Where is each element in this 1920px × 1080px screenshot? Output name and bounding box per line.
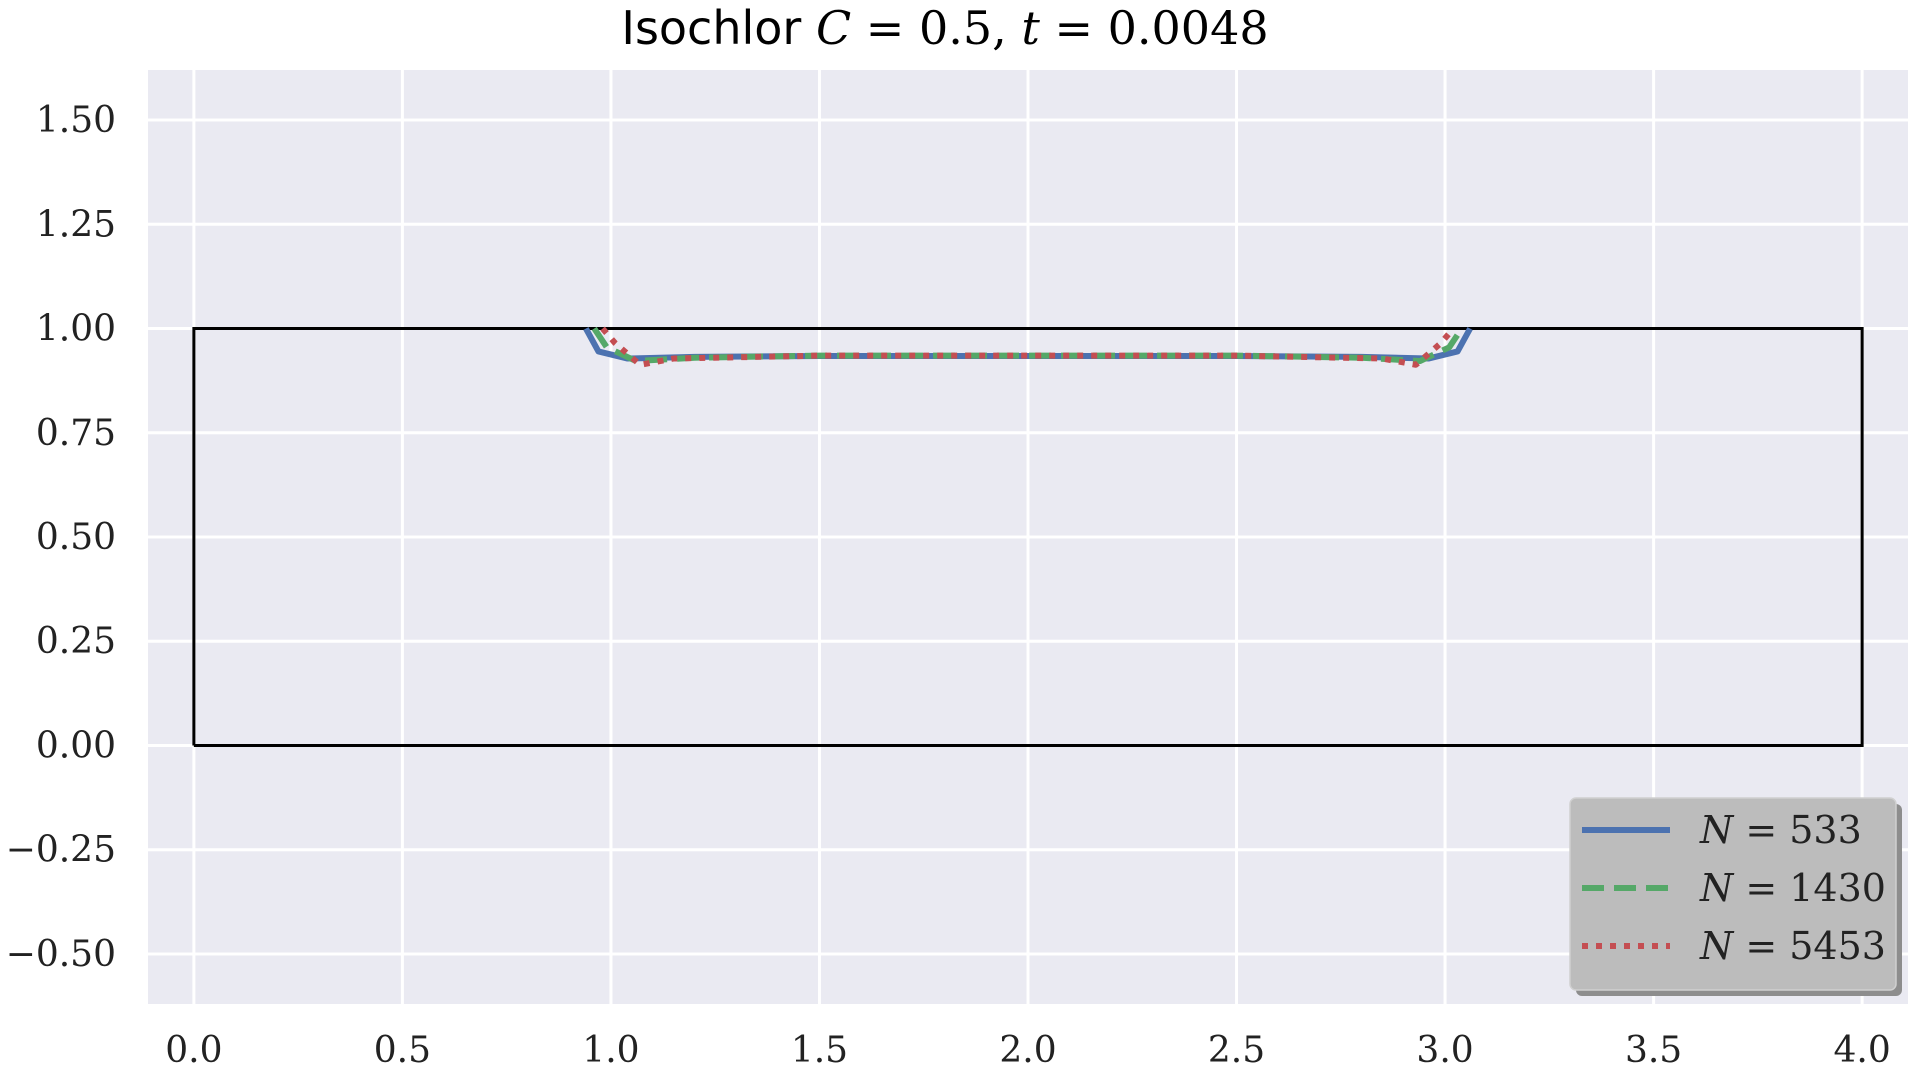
x-tick-labels: 0.0 0.5 1.0 1.5 2.0 2.5 3.0 3.5 4.0	[165, 1030, 1891, 1071]
y-tick-label: −0.25	[6, 830, 116, 871]
y-tick-label: 1.50	[36, 100, 116, 141]
y-tick-label: 0.00	[36, 725, 116, 766]
legend-label-1: N = 533	[1699, 808, 1862, 852]
y-tick-label: 1.25	[36, 204, 116, 245]
legend-frame	[1569, 797, 1897, 991]
y-tick-labels: 1.50 1.25 1.00 0.75 0.50 0.25 0.00 −0.25 −0.50	[6, 100, 116, 975]
legend-var: N	[1699, 808, 1735, 852]
x-tick-label: 1.0	[582, 1030, 639, 1071]
domain-box	[192, 327, 1864, 747]
x-tick-label: 0.5	[374, 1030, 431, 1071]
legend-var: N	[1699, 866, 1735, 910]
legend-label-3: N = 5453	[1699, 924, 1886, 968]
x-tick-label: 2.0	[999, 1030, 1056, 1071]
legend-eq: = 533	[1733, 808, 1862, 852]
title-var-t: t	[1021, 1, 1040, 55]
x-tick-label: 4.0	[1833, 1030, 1890, 1071]
title-eq-t: = 0.0048	[1040, 1, 1269, 55]
x-tick-label: 3.5	[1625, 1030, 1682, 1071]
x-tick-label: 1.5	[791, 1030, 848, 1071]
y-tick-label: −0.50	[6, 934, 116, 975]
title-var-c: C	[816, 1, 851, 55]
x-tick-label: 0.0	[165, 1030, 222, 1071]
legend-eq: = 5453	[1733, 924, 1886, 968]
x-tick-label: 3.0	[1416, 1030, 1473, 1071]
grid	[148, 70, 1908, 1004]
series-line-3	[600, 326, 1456, 368]
series-line-1	[583, 327, 1473, 362]
title-prefix: Isochlor	[621, 1, 816, 55]
legend-var: N	[1699, 924, 1735, 968]
y-tick-label: 1.00	[36, 309, 116, 350]
title-eq-c: = 0.5,	[851, 1, 1021, 55]
domain-box-layer	[192, 327, 1864, 747]
x-tick-label: 2.5	[1208, 1030, 1265, 1071]
series-layer	[583, 326, 1473, 368]
legend-label-2: N = 1430	[1699, 866, 1886, 910]
y-tick-label: 0.25	[36, 621, 116, 662]
legend-eq: = 1430	[1733, 866, 1886, 910]
chart-title: Isochlor C = 0.5, t = 0.0048	[621, 1, 1268, 55]
y-tick-label: 0.50	[36, 517, 116, 558]
y-tick-label: 0.75	[36, 413, 116, 454]
